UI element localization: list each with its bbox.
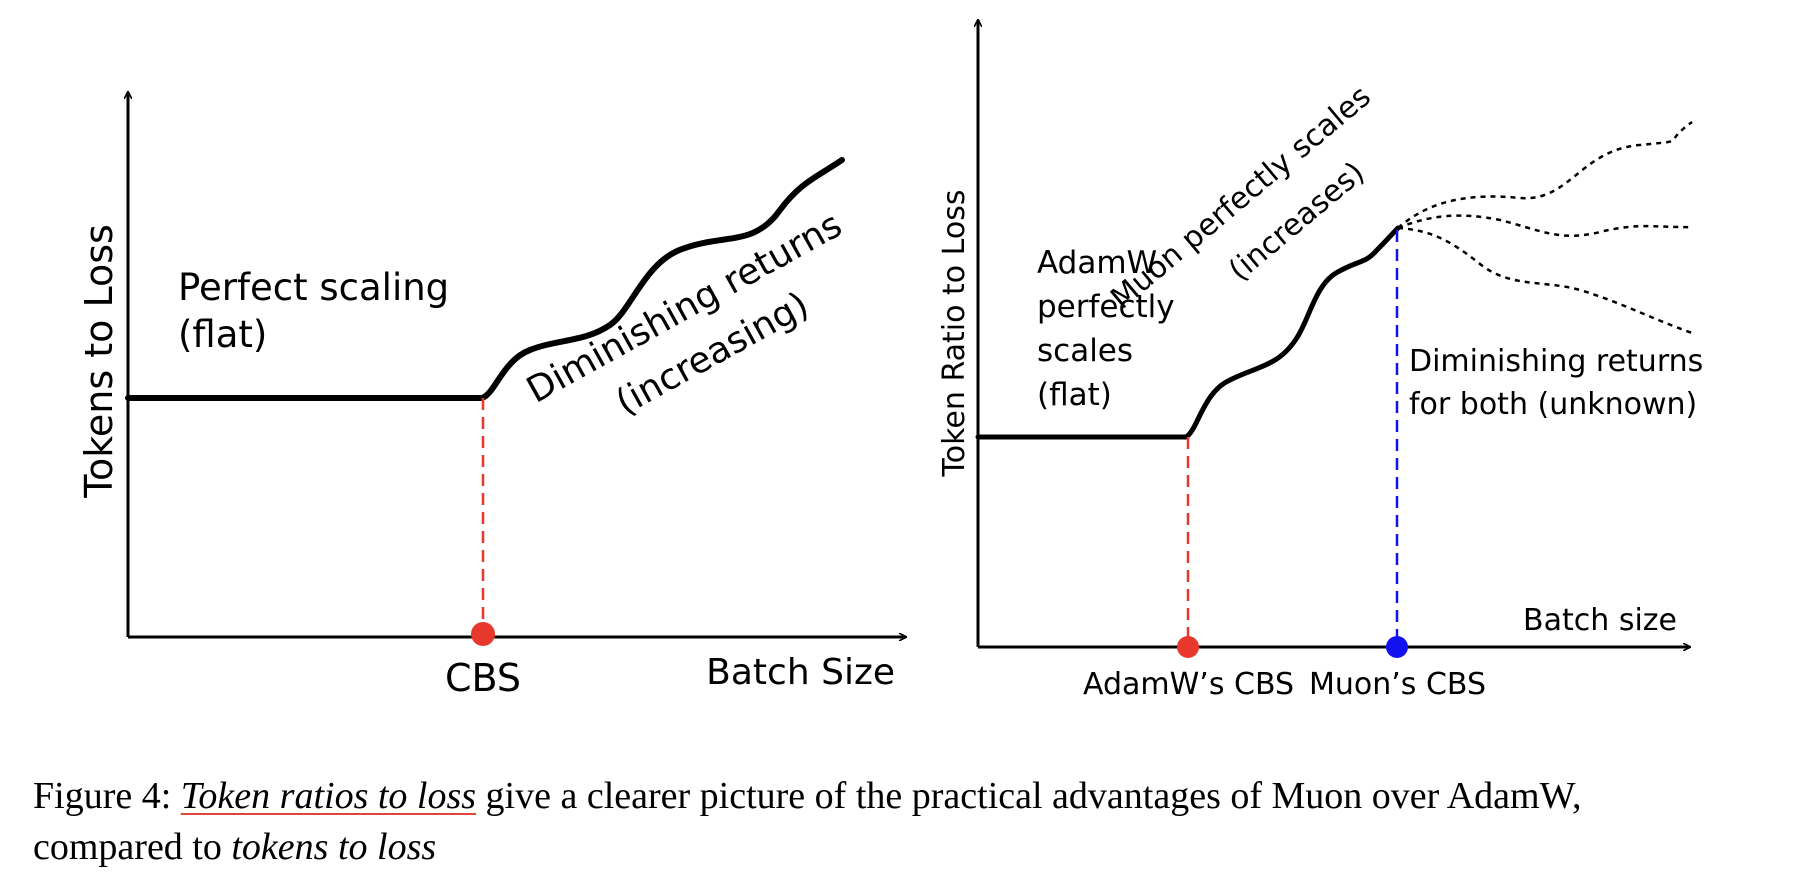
left-flat-annotation-line2: (flat) — [178, 313, 267, 356]
caption-line2-prefix: compared to — [33, 826, 232, 868]
right-dotted-branch-down — [1397, 226, 1693, 335]
left-x-axis-label: Batch Size — [706, 652, 895, 693]
caption-line-1: Figure 4: Token ratios to loss give a cl… — [33, 771, 1793, 822]
right-dotted-branch-flat — [1397, 214, 1693, 238]
right-flat-annotation-line3: scales — [1037, 333, 1133, 369]
left-cbs-marker — [471, 622, 495, 646]
figure: CBS Batch Size Tokens to Loss Perfect sc… — [77, 0, 1703, 702]
right-y-axis-label: Token Ratio to Loss — [937, 190, 972, 478]
caption-middle: give a clearer picture of the practical … — [476, 775, 1582, 817]
caption-line2-emphasis: tokens to loss — [231, 826, 437, 868]
left-panel: CBS Batch Size Tokens to Loss Perfect sc… — [77, 92, 906, 700]
right-x-axis-label: Batch size — [1523, 603, 1677, 638]
left-flat-annotation-line1: Perfect scaling — [178, 266, 449, 309]
right-flat-annotation-line4: (flat) — [1037, 377, 1112, 413]
left-curve — [125, 157, 845, 401]
caption-highlight: Token ratios to loss — [180, 775, 477, 817]
right-curve — [975, 225, 1401, 440]
right-panel: AdamW’s CBS Muon’s CBS Batch size Token … — [937, 20, 1703, 702]
left-cbs-label: CBS — [445, 656, 521, 700]
right-dotted-branch-up — [1397, 120, 1693, 229]
figure-caption: Figure 4: Token ratios to loss give a cl… — [33, 771, 1793, 873]
right-unknown-annotation-line2: for both (unknown) — [1409, 387, 1697, 422]
caption-line-2: compared to tokens to loss — [33, 822, 1793, 873]
left-y-axis-label: Tokens to Loss — [77, 224, 121, 499]
adamw-cbs-label: AdamW’s CBS — [1083, 667, 1294, 702]
muon-cbs-label: Muon’s CBS — [1309, 667, 1486, 702]
caption-prefix: Figure 4: — [33, 775, 181, 817]
right-unknown-annotation-line1: Diminishing returns — [1409, 344, 1703, 379]
right-flat-annotation-line1: AdamW — [1037, 245, 1157, 281]
adamw-cbs-marker — [1177, 636, 1199, 658]
right-flat-annotation-line2: perfectly — [1037, 289, 1175, 325]
muon-cbs-marker — [1386, 636, 1408, 658]
